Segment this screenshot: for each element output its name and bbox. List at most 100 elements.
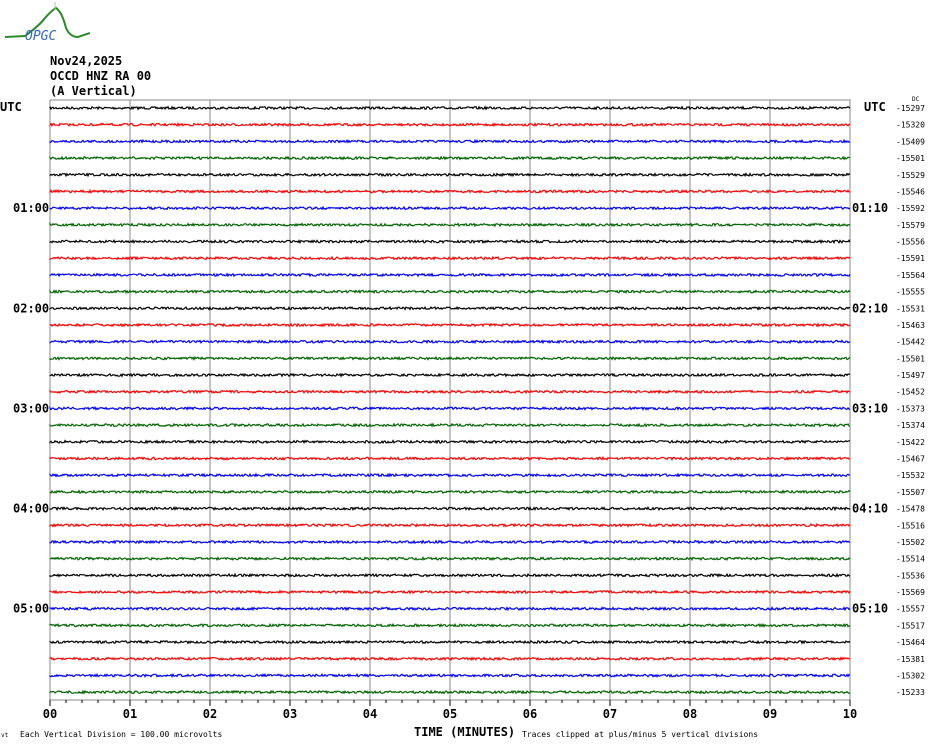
trace-1 bbox=[49, 122, 850, 128]
trace-34 bbox=[49, 672, 851, 679]
station-label: OCCD HNZ RA 00 bbox=[50, 69, 152, 83]
x-axis-label: TIME (MINUTES) bbox=[414, 725, 515, 739]
dc-offset-label: -15502 bbox=[896, 538, 925, 547]
trace-22 bbox=[49, 472, 851, 478]
dc-offset-label: -15320 bbox=[896, 121, 925, 130]
dc-offset-label: -15532 bbox=[896, 471, 925, 480]
dc-offset-label: -15514 bbox=[896, 555, 925, 564]
opgc-logo: OPGC bbox=[4, 2, 90, 44]
dc-offset-label: -15373 bbox=[896, 404, 925, 413]
dc-offset-label: -15569 bbox=[896, 588, 925, 597]
right-time-label: 01:10 bbox=[852, 201, 888, 215]
trace-6 bbox=[49, 205, 851, 211]
trace-10 bbox=[49, 272, 851, 278]
dc-offset-label: -15579 bbox=[896, 221, 925, 230]
corner-mark: vt bbox=[1, 732, 9, 739]
left-time-label: 03:00 bbox=[13, 401, 49, 415]
trace-5 bbox=[49, 188, 851, 195]
dc-offset-label: -15297 bbox=[896, 104, 925, 113]
component-label: (A Vertical) bbox=[50, 84, 137, 98]
trace-25 bbox=[49, 522, 851, 528]
trace-33 bbox=[49, 656, 851, 662]
dc-offset-label: -15536 bbox=[896, 571, 925, 580]
dc-offset-label: -15557 bbox=[896, 605, 925, 614]
trace-2 bbox=[49, 138, 851, 144]
dc-offset-label: -15464 bbox=[896, 638, 925, 647]
trace-8 bbox=[49, 238, 851, 245]
x-tick-label: 02 bbox=[203, 707, 217, 721]
dc-offset-label: -15409 bbox=[896, 137, 925, 146]
trace-11 bbox=[49, 289, 851, 295]
trace-16 bbox=[49, 372, 851, 378]
trace-23 bbox=[49, 489, 851, 495]
dc-offset-label: -15591 bbox=[896, 254, 925, 263]
left-time-label: 05:00 bbox=[13, 602, 49, 616]
dc-label: DC bbox=[912, 96, 920, 103]
dc-offset-label: -15507 bbox=[896, 488, 925, 497]
dc-offset-label: -15467 bbox=[896, 454, 925, 463]
trace-4 bbox=[49, 172, 851, 178]
dc-offset-label: -15478 bbox=[896, 505, 925, 514]
trace-17 bbox=[49, 389, 851, 395]
right-utc-title: UTC bbox=[864, 100, 886, 114]
dc-offset-label: -15422 bbox=[896, 438, 925, 447]
trace-12 bbox=[49, 305, 851, 311]
x-tick-label: 00 bbox=[43, 707, 57, 721]
trace-30 bbox=[49, 606, 851, 612]
trace-35 bbox=[49, 689, 851, 695]
right-time-label: 05:10 bbox=[852, 602, 888, 616]
x-tick-label: 03 bbox=[283, 707, 297, 721]
logo-text: OPGC bbox=[25, 29, 56, 44]
x-tick-label: 05 bbox=[443, 707, 457, 721]
trace-20 bbox=[49, 439, 851, 445]
clip-note: Traces clipped at plus/minus 5 vertical … bbox=[522, 730, 758, 739]
dc-offset-label: -15556 bbox=[896, 238, 925, 247]
left-time-label: 01:00 bbox=[13, 201, 49, 215]
trace-9 bbox=[49, 255, 851, 261]
dc-offset-label: -15546 bbox=[896, 187, 925, 196]
trace-13 bbox=[49, 322, 851, 328]
dc-offset-label: -15233 bbox=[896, 688, 925, 697]
dc-offset-label: -15531 bbox=[896, 304, 925, 313]
trace-18 bbox=[49, 405, 851, 412]
trace-3 bbox=[49, 155, 851, 161]
trace-26 bbox=[49, 539, 850, 545]
trace-7 bbox=[49, 221, 851, 228]
trace-14 bbox=[49, 339, 851, 345]
dc-offset-label: -15374 bbox=[896, 421, 925, 430]
x-tick-label: 07 bbox=[603, 707, 617, 721]
dc-offset-label: -15381 bbox=[896, 655, 925, 664]
x-tick-label: 10 bbox=[843, 707, 857, 721]
x-tick-label: 06 bbox=[523, 707, 537, 721]
right-time-label: 02:10 bbox=[852, 301, 888, 315]
date-label: Nov24,2025 bbox=[50, 54, 123, 68]
left-utc-title: UTC bbox=[0, 100, 22, 114]
dc-offset-label: -15592 bbox=[896, 204, 925, 213]
dc-offset-label: -15501 bbox=[896, 154, 925, 163]
dc-offset-label: -15529 bbox=[896, 171, 925, 180]
trace-21 bbox=[49, 455, 851, 462]
scale-note: Each Vertical Division = 100.00 microvol… bbox=[20, 730, 222, 739]
dc-offset-label: -15555 bbox=[896, 288, 925, 297]
dc-offset-label: -15302 bbox=[896, 671, 925, 680]
dc-offset-label: -15497 bbox=[896, 371, 925, 380]
right-time-label: 03:10 bbox=[852, 401, 888, 415]
dc-offset-label: -15463 bbox=[896, 321, 925, 330]
x-tick-label: 04 bbox=[363, 707, 377, 721]
x-tick-label: 01 bbox=[123, 707, 137, 721]
dc-offset-label: -15564 bbox=[896, 271, 925, 280]
trace-0 bbox=[49, 105, 851, 111]
trace-24 bbox=[49, 506, 851, 512]
trace-15 bbox=[49, 355, 851, 361]
left-time-label: 04:00 bbox=[13, 502, 49, 516]
dc-offset-label: -15452 bbox=[896, 388, 925, 397]
trace-19 bbox=[49, 422, 851, 428]
right-time-label: 04:10 bbox=[852, 502, 888, 516]
trace-32 bbox=[49, 639, 851, 645]
trace-31 bbox=[49, 622, 851, 628]
dc-offset-label: -15501 bbox=[896, 354, 925, 363]
left-time-label: 02:00 bbox=[13, 301, 49, 315]
trace-29 bbox=[49, 589, 851, 595]
